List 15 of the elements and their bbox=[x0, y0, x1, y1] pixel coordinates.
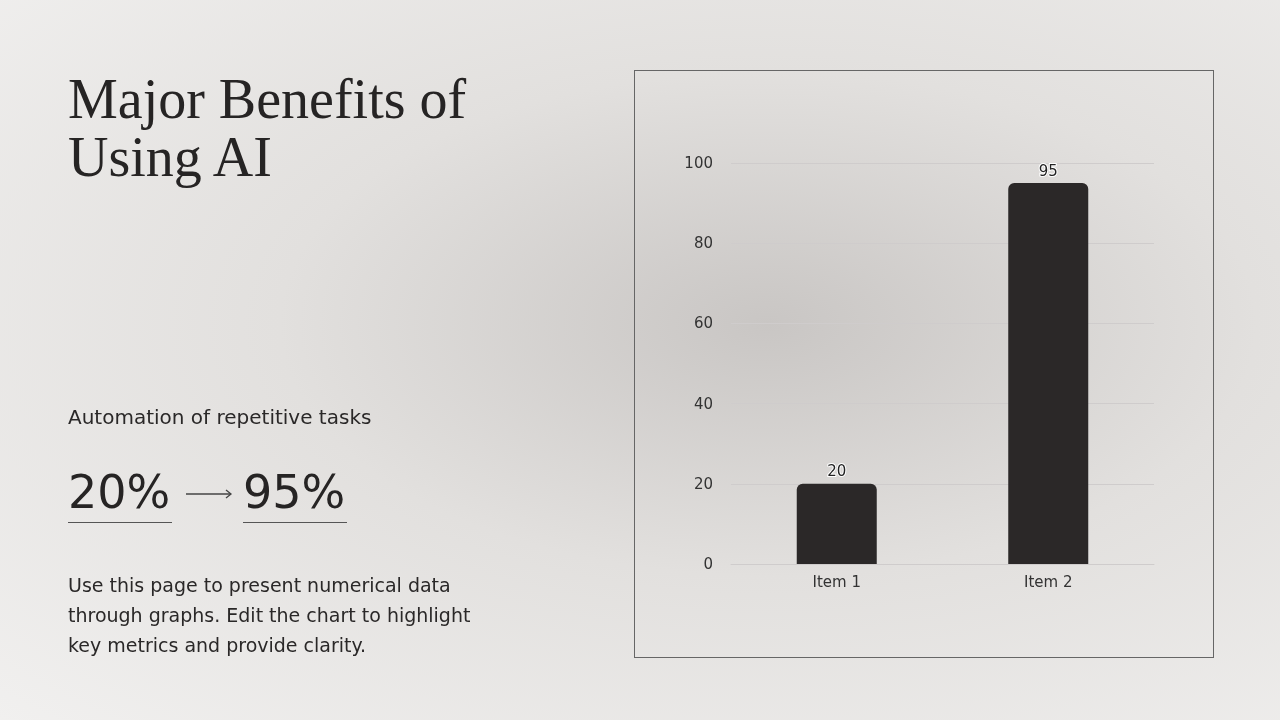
x-tick-label: Item 2 bbox=[1024, 572, 1073, 591]
y-tick-label: 60 bbox=[693, 314, 713, 333]
text: 20% bbox=[68, 462, 172, 523]
x-tick-label: Item 1 bbox=[812, 572, 861, 591]
text: 95% bbox=[243, 462, 347, 523]
text: Major Benefits of Using AI bbox=[68, 68, 468, 188]
y-tick-label: 20 bbox=[693, 474, 713, 493]
y-tick-label: 80 bbox=[693, 234, 713, 253]
text: Use this page to present numerical data through graphs. Edit the chart to highlight key metrics and provide clarity. bbox=[68, 573, 472, 658]
text: Automation of repetitive tasks bbox=[68, 405, 372, 429]
y-tick-label: 40 bbox=[693, 394, 713, 413]
y-tick-label: 100 bbox=[684, 154, 713, 172]
data-label: 20 bbox=[827, 462, 847, 481]
data-label: 95 bbox=[1038, 161, 1058, 180]
y-tick-label: 0 bbox=[703, 555, 713, 573]
